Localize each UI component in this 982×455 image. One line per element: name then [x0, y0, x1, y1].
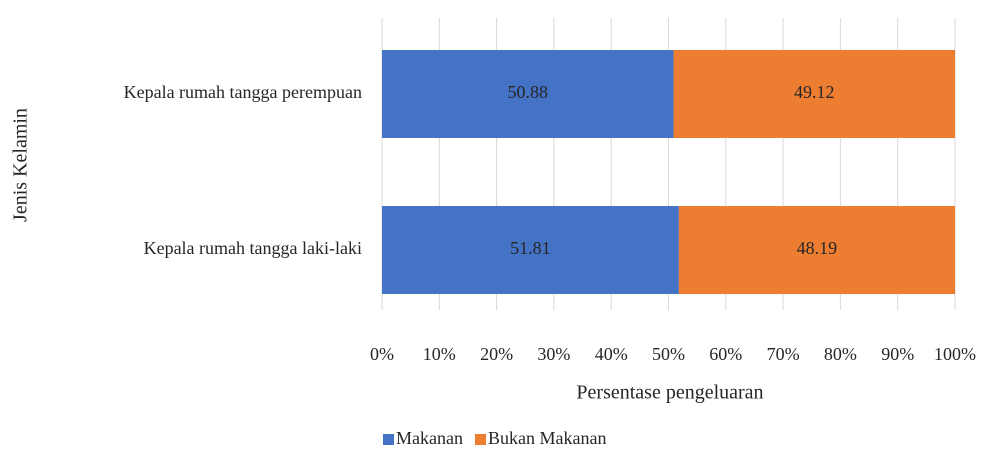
data-label: 51.81 — [510, 238, 551, 258]
y-tick-label: Kepala rumah tangga laki-laki — [144, 238, 362, 258]
x-tick-label: 40% — [595, 344, 628, 364]
data-label: 50.88 — [508, 82, 549, 102]
x-axis-label: Persentase pengeluaran — [576, 382, 763, 404]
legend-label: Bukan Makanan — [488, 428, 606, 448]
x-tick-label: 50% — [652, 344, 685, 364]
bar — [382, 50, 674, 138]
x-tick-label: 80% — [824, 344, 857, 364]
x-tick-label: 70% — [767, 344, 800, 364]
legend-swatch — [474, 434, 486, 445]
x-tick-label: 60% — [709, 344, 742, 364]
data-label: 48.19 — [797, 238, 838, 258]
y-tick-label: Kepala rumah tangga perempuan — [124, 82, 362, 102]
bar — [382, 206, 679, 294]
x-tick-label: 20% — [480, 344, 513, 364]
data-label: 49.12 — [794, 82, 835, 102]
x-tick-label: 100% — [934, 344, 976, 364]
legend-swatch — [383, 434, 394, 445]
legend-label: Makanan — [396, 428, 463, 448]
bar — [673, 50, 955, 138]
x-tick-label: 30% — [537, 344, 570, 364]
x-tick-label: 10% — [423, 344, 456, 364]
x-tick-label: 90% — [881, 344, 914, 364]
bar — [678, 206, 955, 294]
y-axis-label: Jenis Kelamin — [10, 108, 32, 222]
x-tick-label: 0% — [370, 344, 394, 364]
